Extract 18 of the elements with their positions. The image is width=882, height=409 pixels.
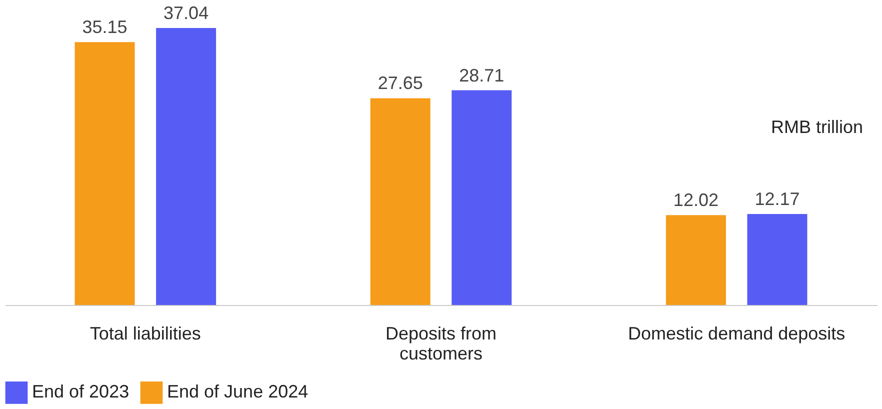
bar — [370, 98, 430, 305]
bar — [747, 214, 808, 305]
bar — [74, 42, 135, 305]
data-label: 28.71 — [459, 65, 504, 86]
bar — [666, 215, 726, 305]
data-label: 27.65 — [378, 73, 423, 94]
data-label: 35.15 — [82, 17, 128, 38]
legend-label: End of June 2024 — [167, 382, 308, 402]
data-label: 12.02 — [673, 190, 718, 210]
bar — [452, 90, 512, 305]
bar — [156, 28, 216, 305]
legend-label: End of 2023 — [32, 382, 130, 402]
data-label: 12.17 — [754, 188, 800, 209]
x-tick-label: Deposits from customers — [385, 324, 497, 364]
annotation: RMB trillion — [770, 117, 863, 137]
x-tick-label: Domestic demand deposits — [628, 324, 846, 344]
x-tick-label: Total liabilities — [90, 324, 201, 344]
data-label: 37.04 — [164, 3, 209, 23]
